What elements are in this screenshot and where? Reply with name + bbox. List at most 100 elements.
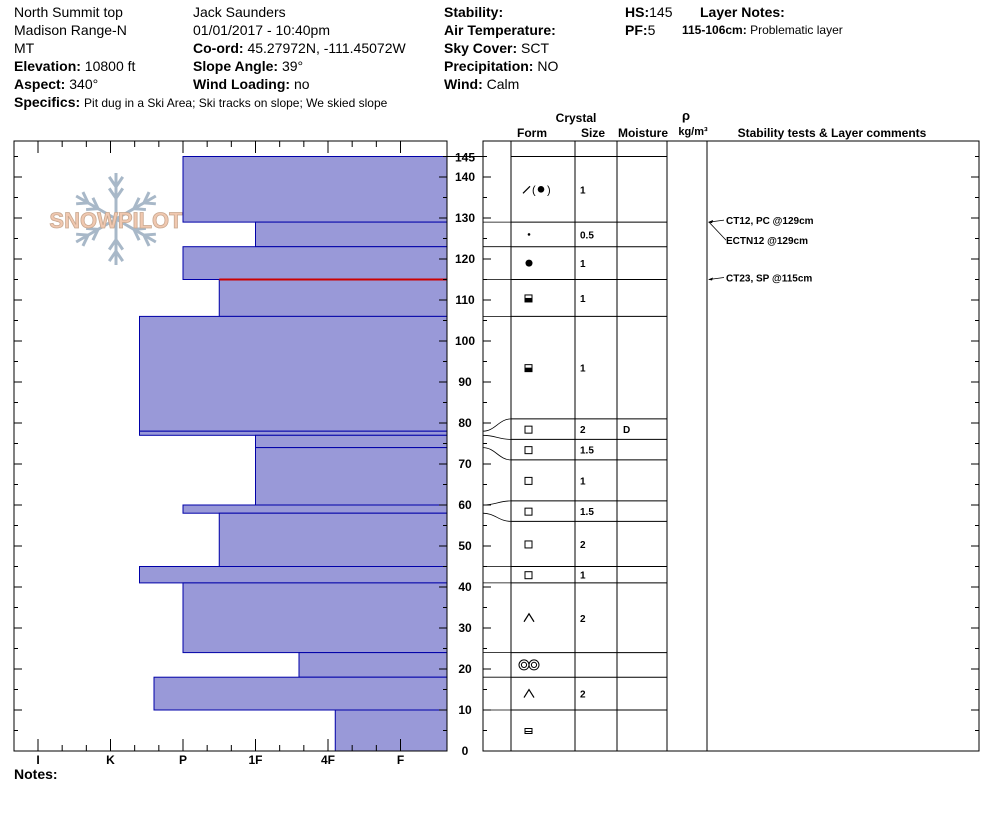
crystal-form-icon	[524, 294, 533, 303]
elevation: Elevation: 10800 ft	[14, 58, 136, 74]
snowflake-branch	[81, 234, 90, 247]
snowflake-branch	[85, 226, 99, 231]
wind-value: Calm	[486, 76, 520, 92]
y-tick-label: 20	[458, 662, 472, 676]
y-tick-label: 70	[458, 457, 472, 471]
density-unit: kg/m³	[678, 126, 708, 138]
layer-table-grid	[510, 141, 708, 751]
snowflake-branch	[107, 250, 118, 262]
coordinates: Co-ord: 45.27972N, -111.45072W	[193, 40, 406, 56]
conditions-block: Stability: Air Temperature: Sky Cover: S…	[444, 3, 558, 93]
layer-connector	[482, 500, 512, 506]
hardness-label: K	[106, 753, 115, 767]
hardness-bar	[298, 652, 448, 678]
slope-angle: Slope Angle: 39°	[193, 58, 304, 74]
snowflake-branch	[114, 176, 125, 188]
wind-loading-value: no	[293, 76, 310, 92]
y-tick-label: 100	[455, 334, 475, 348]
crystal-size: 2	[580, 540, 586, 551]
y-tick-label: 0	[462, 744, 469, 758]
hardness-bar	[182, 582, 448, 654]
stability-label: Stability:	[444, 4, 504, 20]
precipitation-label: Precipitation:	[444, 58, 534, 74]
hardness-bar	[139, 566, 448, 584]
snowflake-branch	[85, 207, 99, 212]
elevation-value: 10800 ft	[84, 58, 136, 74]
hardness-bar	[218, 279, 448, 317]
layer-connector	[482, 434, 512, 440]
sky-cover-label: Sky Cover:	[444, 40, 518, 56]
slope-angle-value: 39°	[281, 58, 304, 74]
crystal-size: 2	[580, 425, 586, 436]
aspect: Aspect: 340°	[14, 76, 99, 92]
crystal-size: 1.5	[580, 446, 594, 457]
hardness-label: P	[179, 753, 187, 767]
air-temp-label: Air Temperature:	[444, 22, 556, 38]
svg-text:(: (	[532, 184, 536, 196]
hs-value: 145	[649, 4, 673, 20]
wind-label: Wind:	[444, 76, 483, 92]
y-tick-label: 110	[455, 293, 475, 307]
crystal-size: 1	[580, 294, 586, 305]
snowflake-branch	[107, 187, 118, 200]
snowflake-branch	[76, 232, 89, 237]
snowflake-branch	[76, 201, 89, 206]
layer-connectors	[482, 221, 512, 711]
crystal-size: 2	[580, 614, 586, 625]
observer-name: Jack Saunders	[193, 4, 286, 20]
crystal-form-icon	[524, 571, 533, 580]
snowflake-branch	[142, 191, 151, 204]
y-tick-label: 140	[455, 170, 475, 184]
hs-label: HS:	[625, 4, 650, 20]
crystal-form-icon	[523, 612, 535, 623]
y-tick-label: 50	[458, 539, 472, 553]
layer-note: 115-106cm: Problematic layer	[682, 21, 843, 39]
hardness-bar	[153, 676, 448, 711]
hardness-bar	[334, 709, 448, 752]
coordinates-value: 45.27972N, -111.45072W	[247, 40, 406, 56]
snowflake-branch	[133, 207, 147, 212]
layer-note-text: Problematic layer	[750, 23, 843, 37]
hardness-bar	[255, 221, 448, 248]
crystal-size: 2	[580, 690, 586, 701]
layer-connector	[482, 512, 512, 522]
crystal-size: 1.5	[580, 507, 594, 518]
snowpilot-logo: SNOWPILOT	[49, 173, 184, 265]
height-axis: 0 10 20 30 40 50 60 70 80 90 100 110 120 130 140 145	[14, 151, 979, 758]
wind-loading: Wind Loading: no	[193, 76, 310, 92]
crystal-form-icon	[524, 364, 533, 373]
snowflake-branch	[143, 232, 156, 237]
snowflake-branch	[132, 197, 141, 210]
layer-table-frame	[482, 140, 980, 752]
snowflake-branch	[114, 250, 125, 262]
snowflake-branch	[114, 238, 125, 251]
hardness-label: F	[397, 753, 404, 767]
hardness-bar	[255, 434, 448, 449]
crystal-size: 1	[580, 476, 586, 487]
hardness-bar	[139, 315, 448, 432]
y-tick-label: 40	[458, 580, 472, 594]
snowflake-branch	[133, 226, 147, 231]
arrow-head-icon	[708, 220, 713, 224]
y-tick-label: 10	[458, 703, 472, 717]
layer-notes-label: Layer Notes:	[700, 4, 785, 20]
notes: Notes:	[14, 765, 58, 783]
precipitation-value: NO	[537, 58, 559, 74]
crystal-size: 0.5	[580, 230, 594, 241]
hardness-bar	[218, 512, 448, 568]
hardness-bar	[182, 504, 448, 514]
snowflake-branch	[107, 238, 118, 251]
crystal-form-icon: ()	[522, 184, 551, 196]
moisture-header: Moisture	[618, 126, 668, 140]
specifics-value: Pit dug in a Ski Area; Ski tracks on slo…	[84, 96, 388, 110]
y-tick-label: 120	[455, 252, 475, 266]
stability-test-arrow	[708, 221, 727, 241]
snowflake-branch	[91, 228, 100, 241]
snowflake-branch	[107, 176, 118, 188]
crystal-form-icon	[523, 688, 535, 698]
hardness-axis: I K P 1F 4F F	[36, 141, 404, 767]
crystal-form-icon	[524, 476, 533, 485]
snowflake-branch	[143, 201, 156, 206]
crystal-header: Crystal	[556, 111, 597, 125]
